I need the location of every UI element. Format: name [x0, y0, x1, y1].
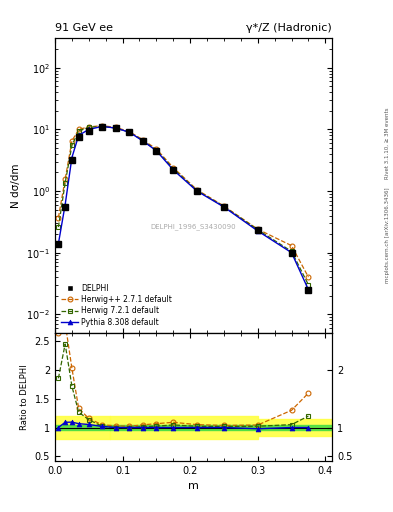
Text: DELPHI_1996_S3430090: DELPHI_1996_S3430090 [151, 223, 236, 230]
Legend: DELPHI, Herwig++ 2.7.1 default, Herwig 7.2.1 default, Pythia 8.308 default: DELPHI, Herwig++ 2.7.1 default, Herwig 7… [59, 282, 174, 329]
Text: γ*/Z (Hadronic): γ*/Z (Hadronic) [246, 23, 332, 33]
Text: 91 GeV ee: 91 GeV ee [55, 23, 113, 33]
X-axis label: m: m [188, 481, 199, 491]
Text: mcplots.cern.ch [arXiv:1306.3436]: mcplots.cern.ch [arXiv:1306.3436] [385, 188, 389, 283]
Y-axis label: N dσ/dm: N dσ/dm [11, 163, 21, 208]
Y-axis label: Ratio to DELPHI: Ratio to DELPHI [20, 364, 29, 430]
Text: Rivet 3.1.10, ≥ 3M events: Rivet 3.1.10, ≥ 3M events [385, 108, 389, 179]
